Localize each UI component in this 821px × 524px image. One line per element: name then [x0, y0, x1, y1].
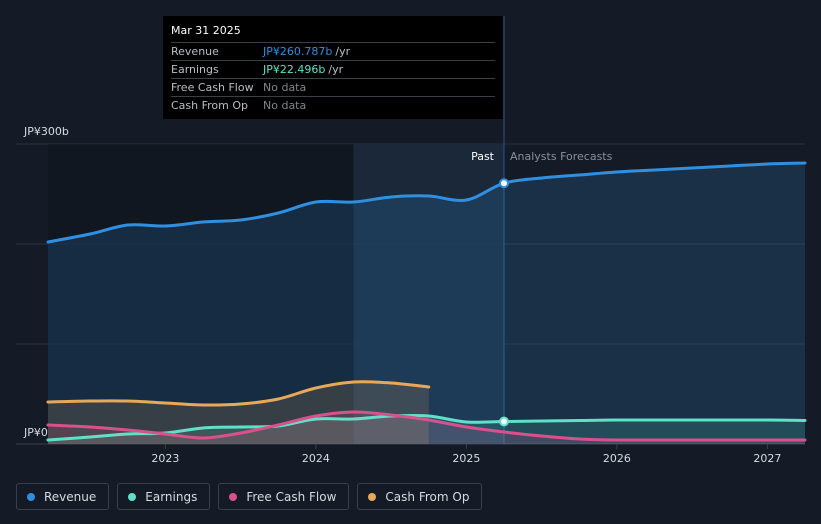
- tooltip-value: No data: [263, 81, 307, 94]
- x-tick-label: 2027: [753, 452, 781, 465]
- legend: Revenue Earnings Free Cash Flow Cash Fro…: [16, 483, 483, 510]
- legend-label: Cash From Op: [385, 489, 470, 504]
- y-axis-top-label: JP¥300b: [23, 125, 69, 138]
- area-revenue: [48, 163, 805, 444]
- tooltip-unit: /yr: [335, 45, 351, 58]
- legend-item-revenue[interactable]: Revenue: [16, 483, 110, 510]
- marker-earnings: [499, 416, 510, 427]
- y-axis-bottom-label: JP¥0: [23, 426, 48, 439]
- tooltip-label: Revenue: [171, 45, 219, 58]
- past-label: Past: [471, 150, 495, 163]
- series-areas: [48, 163, 805, 444]
- tooltip-date: Mar 31 2025: [171, 24, 241, 37]
- area-cash-from-op: [48, 381, 429, 444]
- area-earnings: [48, 415, 805, 444]
- legend-dot-icon: [27, 492, 35, 501]
- tooltip-label: Earnings: [171, 63, 219, 76]
- past-shade: [48, 144, 354, 444]
- tooltip-label: Cash From Op: [171, 99, 249, 112]
- tooltip-row-cash-from-op: Cash From Op No data: [171, 96, 495, 114]
- hover-markers: [499, 178, 510, 427]
- x-tick-label: 2025: [452, 452, 480, 465]
- x-tick-label: 2026: [603, 452, 631, 465]
- tooltip-value: JP¥22.496b: [263, 63, 326, 76]
- line-cash-from-op: [46, 380, 431, 407]
- tooltip-row-earnings: Earnings JP¥22.496b /yr: [171, 60, 495, 78]
- tooltip-unit: /yr: [328, 63, 344, 76]
- tooltip-row-free-cash-flow: Free Cash Flow No data: [171, 78, 495, 96]
- legend-label: Free Cash Flow: [246, 489, 337, 504]
- series-lines: [46, 161, 807, 442]
- legend-item-free-cash-flow[interactable]: Free Cash Flow: [218, 483, 350, 510]
- legend-label: Earnings: [145, 489, 198, 504]
- legend-dot-icon: [128, 492, 137, 501]
- tooltip-value: JP¥260.787b: [263, 45, 333, 58]
- line-free-cash-flow: [46, 410, 807, 442]
- legend-item-cash-from-op[interactable]: Cash From Op: [357, 483, 483, 510]
- tooltip-label: Free Cash Flow: [171, 81, 254, 94]
- legend-dot-icon: [229, 492, 238, 501]
- legend-label: Revenue: [44, 489, 97, 504]
- legend-item-earnings[interactable]: Earnings: [117, 483, 211, 510]
- forecast-label: Analysts Forecasts: [510, 150, 613, 163]
- tooltip-value: No data: [263, 99, 307, 112]
- line-revenue: [46, 161, 807, 244]
- area-free-cash-flow: [48, 411, 805, 444]
- tooltip-row-revenue: Revenue JP¥260.787b /yr: [171, 42, 495, 60]
- x-axis: 2023 2024 2025 2026 2027: [151, 444, 781, 465]
- x-tick-label: 2023: [151, 452, 179, 465]
- legend-dot-icon: [368, 492, 377, 501]
- x-tick-label: 2024: [302, 452, 330, 465]
- marker-revenue: [499, 178, 510, 189]
- tooltip: Mar 31 2025 Revenue JP¥260.787b /yr Earn…: [163, 16, 503, 119]
